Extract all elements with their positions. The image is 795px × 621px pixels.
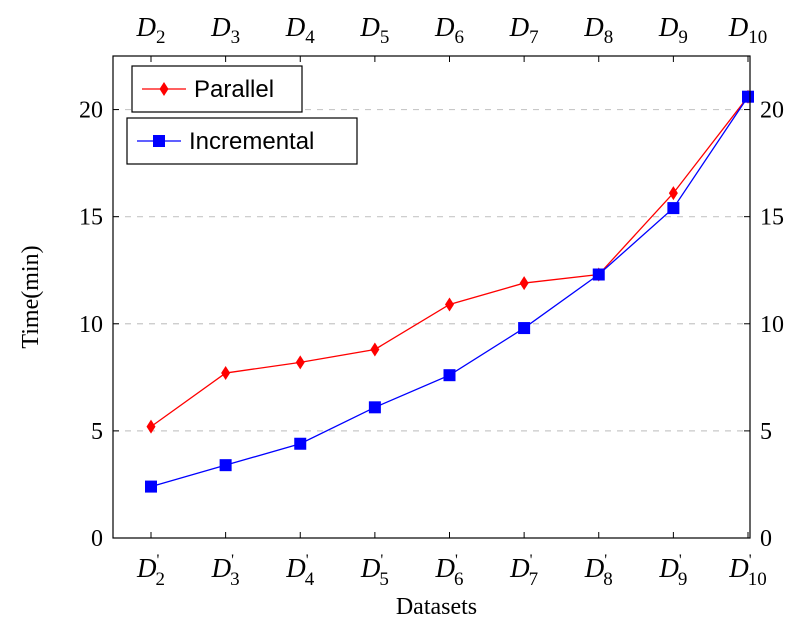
series-layer — [145, 89, 754, 493]
legend-marker — [153, 135, 165, 147]
x-tick-label-bottom: D' 9 — [658, 552, 687, 590]
y-axis-title: Time(min) — [18, 245, 44, 348]
x-tick-label-bottom: D' 2 — [136, 552, 165, 590]
data-point — [221, 366, 231, 381]
legend-label: Incremental — [189, 128, 314, 155]
y-tick-label-left: 15 — [79, 205, 103, 231]
x-axis-title: Datasets — [396, 594, 477, 620]
data-point — [742, 90, 754, 103]
x-tick-label-top: D6 — [434, 12, 464, 48]
data-point — [295, 355, 305, 370]
x-tick-label-bottom: D' 4 — [285, 552, 314, 590]
data-point — [145, 480, 157, 493]
y-tick-label-right: 0 — [760, 526, 772, 552]
legend-entry: Parallel — [131, 65, 303, 113]
y-tick-label-left: 0 — [91, 526, 103, 552]
x-tick-label-bottom: D' 3 — [211, 552, 240, 590]
data-point — [668, 186, 678, 201]
y-tick-label-right: 20 — [760, 98, 784, 124]
x-tick-label-bottom: D' 7 — [509, 552, 538, 590]
x-tick-label-top: D3 — [210, 12, 240, 48]
data-point — [219, 459, 232, 472]
y-tick-label-right: 5 — [760, 419, 772, 445]
legend-label: Parallel — [194, 76, 274, 103]
x-tick-label-top: D4 — [285, 12, 316, 48]
y-tick-label-right: 15 — [760, 205, 784, 231]
x-tick-label-top: D2 — [136, 12, 166, 48]
x-tick-label-top: D9 — [658, 12, 688, 48]
data-point — [370, 342, 380, 357]
y-tick-label-left: 5 — [91, 419, 103, 445]
legend-entry: Incremental — [126, 117, 358, 165]
x-tick-label-top: D8 — [583, 12, 613, 48]
x-tick-label-bottom: D' 8 — [584, 552, 613, 590]
x-tick-label-bottom: D' 5 — [360, 552, 389, 590]
x-tick-label-top: D5 — [359, 12, 389, 48]
grid — [113, 108, 750, 432]
data-point — [368, 401, 381, 414]
legend: Parallel Incremental — [126, 65, 358, 165]
legend-marker — [159, 82, 169, 96]
data-point — [146, 419, 156, 434]
x-tick-label-bottom: D' 10 — [728, 552, 766, 590]
data-point — [443, 369, 456, 382]
data-point — [518, 322, 531, 335]
data-point — [294, 437, 307, 450]
data-point — [445, 297, 454, 312]
y-tick-label-left: 10 — [79, 312, 103, 338]
data-point — [592, 268, 605, 281]
data-point — [667, 202, 680, 215]
y-tick-label-right: 10 — [760, 312, 784, 338]
plot-frame — [112, 55, 751, 539]
x-tick-label-top: D7 — [509, 12, 539, 48]
x-tick-label-top: D10 — [728, 12, 768, 48]
y-tick-label-left: 20 — [79, 98, 103, 124]
data-point — [519, 276, 529, 291]
x-tick-label-bottom: D' 6 — [435, 552, 464, 590]
ticks: 0 0 5 5 10 10 15 15 20 20 D2 D' 2 D3 D' 3 D4 D' 4 D5 D' 5 D6 D'… — [79, 12, 784, 590]
